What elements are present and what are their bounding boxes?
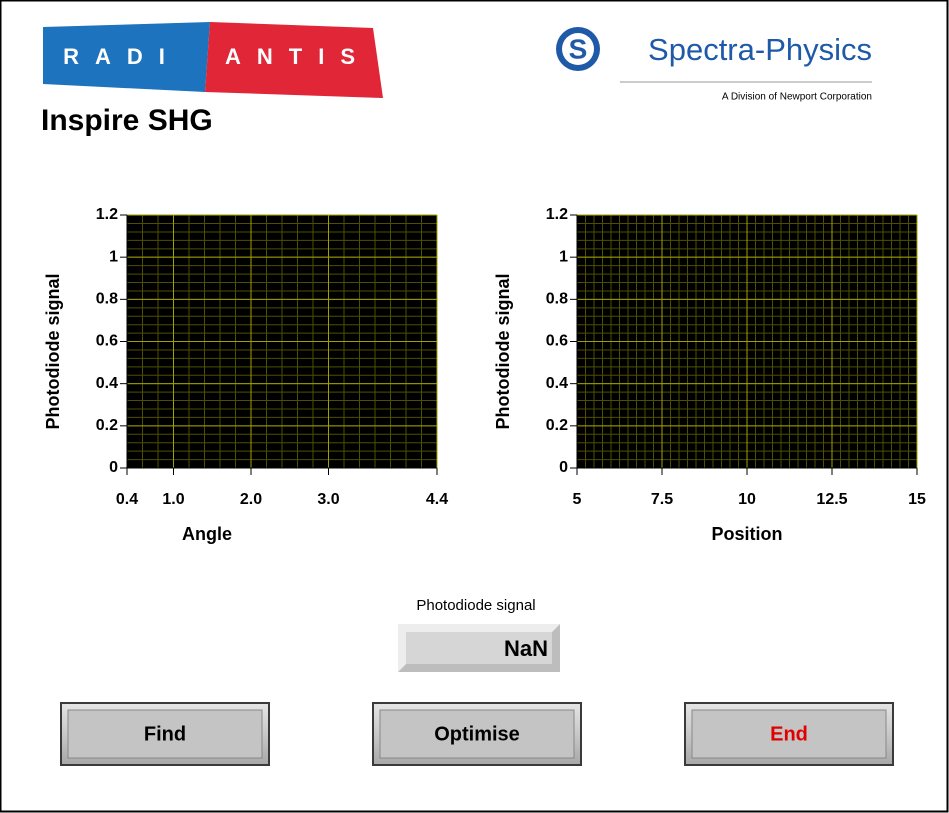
x-tick-label: 2.0 bbox=[240, 491, 262, 508]
indicator: NaN bbox=[398, 624, 560, 672]
radiantis-logo: RADI ANTIS bbox=[43, 22, 383, 98]
y-tick-label: 0.4 bbox=[96, 375, 118, 392]
x-tick-label: 10 bbox=[738, 491, 756, 508]
x-axis-label: Angle bbox=[182, 524, 232, 544]
y-tick-label: 0.4 bbox=[546, 375, 568, 392]
logo-text: ANTIS bbox=[225, 44, 371, 69]
y-tick-label: 0.8 bbox=[546, 291, 568, 308]
button-label: Optimise bbox=[434, 723, 520, 745]
brand-tagline: A Division of Newport Corporation bbox=[722, 92, 872, 103]
y-tick-label: 0 bbox=[109, 459, 118, 476]
y-tick-label: 0 bbox=[559, 459, 568, 476]
x-tick-label: 4.4 bbox=[426, 491, 448, 508]
logo-text: RADI bbox=[63, 44, 181, 69]
x-axis-label: Position bbox=[712, 524, 783, 544]
y-tick-label: 1.2 bbox=[96, 206, 118, 223]
button-label: End bbox=[770, 723, 808, 745]
y-tick-label: 0.6 bbox=[546, 333, 568, 350]
x-tick-label: 12.5 bbox=[816, 491, 847, 508]
y-tick-label: 1 bbox=[109, 248, 118, 265]
spectra-logo: S Spectra-Physics A Division of Newport … bbox=[556, 27, 872, 103]
svg-text:S: S bbox=[569, 33, 588, 64]
button-inner bbox=[691, 709, 887, 759]
y-tick-label: 1 bbox=[559, 248, 568, 265]
y-tick-label: 1.2 bbox=[546, 206, 568, 223]
app-title: Inspire SHG bbox=[41, 104, 213, 137]
x-tick-label: 7.5 bbox=[651, 491, 673, 508]
y-tick-label: 0.2 bbox=[96, 417, 118, 434]
button-inner bbox=[379, 709, 575, 759]
button[interactable]: Find bbox=[60, 702, 270, 766]
y-axis-label: Photodiode signal bbox=[493, 274, 513, 430]
button[interactable]: End bbox=[684, 702, 894, 766]
y-tick-label: 0.2 bbox=[546, 417, 568, 434]
brand-name: Spectra-Physics bbox=[648, 32, 872, 67]
x-tick-label: 15 bbox=[908, 491, 926, 508]
x-tick-label: 5 bbox=[573, 491, 582, 508]
x-tick-label: 3.0 bbox=[317, 491, 339, 508]
button-label: Find bbox=[144, 723, 186, 745]
button[interactable]: Optimise bbox=[372, 702, 582, 766]
button-inner bbox=[67, 709, 263, 759]
x-tick-label: 0.4 bbox=[116, 491, 138, 508]
y-axis-label: Photodiode signal bbox=[43, 274, 63, 430]
x-tick-label: 1.0 bbox=[162, 491, 184, 508]
y-tick-label: 0.8 bbox=[96, 291, 118, 308]
indicator-label: Photodiode signal bbox=[416, 597, 535, 614]
y-tick-label: 0.6 bbox=[96, 333, 118, 350]
indicator-value: NaN bbox=[504, 636, 548, 661]
